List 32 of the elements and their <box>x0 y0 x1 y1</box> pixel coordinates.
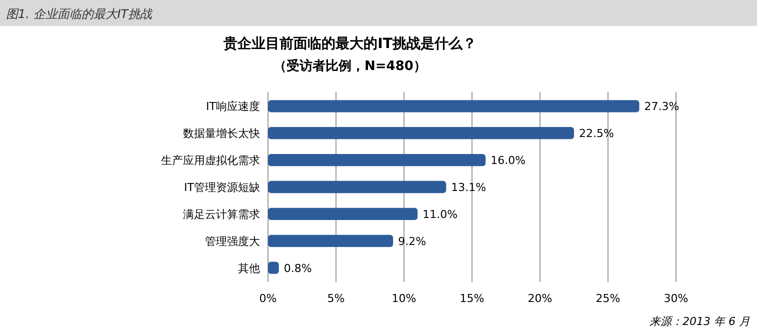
y-tick-label: 生产应用虚拟化需求 <box>161 154 260 168</box>
data-label: 11.0% <box>422 208 458 221</box>
bar <box>268 154 486 166</box>
source-note: 来源：2013 年 6 月 <box>650 315 750 328</box>
bar <box>268 127 574 140</box>
data-label: 22.5% <box>579 127 614 140</box>
bar <box>268 180 446 194</box>
x-tick-label: 25% <box>596 292 620 305</box>
chart-title: 贵企业目前面临的最大的IT挑战是什么？ <box>222 36 476 52</box>
x-tick-label: 10% <box>392 292 416 305</box>
y-tick-label: 管理强度大 <box>205 234 260 248</box>
bar <box>268 234 394 247</box>
bar <box>268 208 418 220</box>
data-label: 0.8% <box>284 262 312 275</box>
y-tick-label: IT响应速度 <box>206 100 260 114</box>
caption: 图1. 企业面临的最大IT挑战 <box>6 7 154 21</box>
x-tick-label: 0% <box>259 292 277 305</box>
x-tick-label: 20% <box>528 292 552 305</box>
data-label: 13.1% <box>451 181 486 194</box>
x-tick-label: 30% <box>664 292 688 305</box>
data-label: 9.2% <box>398 234 426 248</box>
data-label: 27.3% <box>644 100 680 114</box>
bar <box>268 262 279 274</box>
y-tick-label: 数据量增长太快 <box>183 127 260 140</box>
y-tick-label: 其他 <box>238 262 260 275</box>
x-tick-label: 15% <box>460 292 484 305</box>
data-label: 16.0% <box>490 154 526 168</box>
bar <box>268 100 640 112</box>
x-tick-label: 5% <box>327 292 345 305</box>
y-tick-label: IT管理资源短缺 <box>184 181 260 194</box>
y-tick-label: 满足云计算需求 <box>183 208 260 221</box>
chart-subtitle: （受访者比例，N=480） <box>274 58 426 74</box>
